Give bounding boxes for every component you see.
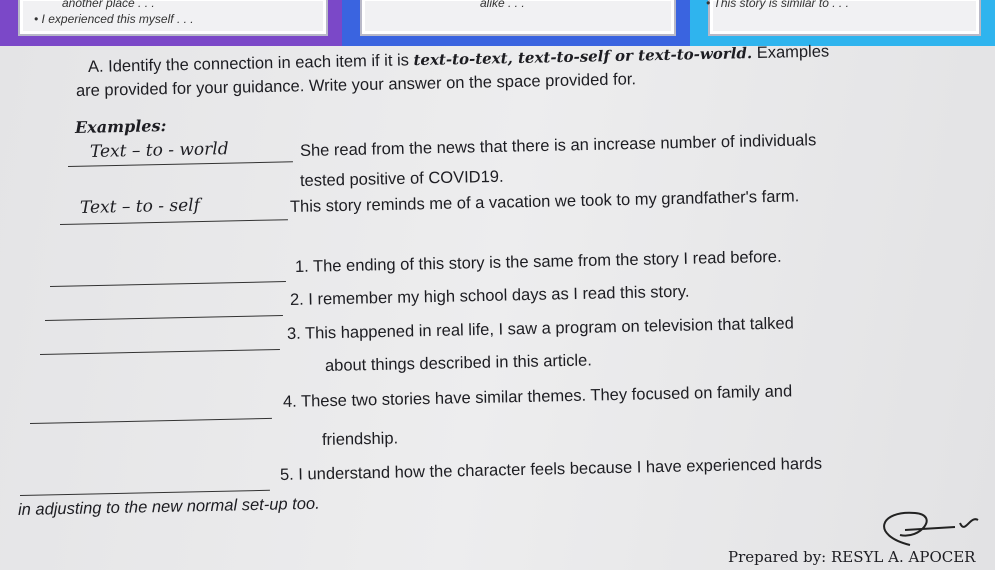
signature-icon [883, 511, 979, 546]
banner-text: • This story is similar to . . . [706, 0, 849, 10]
item-2: 2. I remember my high school days as I r… [289, 282, 690, 309]
banner-text: This story is similar to . . . [713, 0, 849, 10]
example-answer-1: Text – to - world [89, 139, 229, 162]
banner-text: I experienced this myself . . . [41, 12, 194, 26]
instruction-line-1: A. Identify the connection in each item … [88, 42, 830, 77]
examples-heading: Examples: [74, 116, 167, 137]
instruction-text: Examples [751, 42, 830, 63]
answer-field-4[interactable] [29, 417, 272, 424]
banner-cyan: • This story is similar to . . . [690, 0, 995, 46]
answer-field-2[interactable] [44, 315, 283, 321]
example-text-1-cont: tested positive of COVID19. [299, 167, 504, 190]
answer-field-3[interactable] [39, 348, 280, 355]
banner-blue: alike . . . [342, 0, 690, 46]
example-text-1: She read from the news that there is an … [299, 131, 817, 160]
item-5: 5. I understand how the character feels … [279, 454, 823, 484]
item-4-cont: friendship. [321, 429, 399, 449]
banner-text: alike . . . [480, 0, 525, 10]
answer-line [59, 219, 288, 225]
item-4: 4. These two stories have similar themes… [282, 382, 793, 411]
banner-text: another place . . . [62, 0, 155, 10]
item-1: 1. The ending of this story is the same … [294, 247, 782, 276]
answer-line [67, 161, 293, 167]
banner-purple: another place . . . • I experienced this… [0, 0, 342, 46]
banner-text: • I experienced this myself . . . [34, 12, 194, 26]
answer-field-1[interactable] [49, 281, 286, 287]
example-text-2: This story reminds me of a vacation we t… [289, 187, 800, 216]
item-3: 3. This happened in real life, I saw a p… [286, 314, 794, 343]
instruction-text: A. Identify the connection in each item … [87, 51, 414, 76]
answer-field-5[interactable] [19, 489, 270, 496]
item-5-cont: in adjusting to the new normal set-up to… [17, 494, 320, 519]
item-3-cont: about things described in this article. [324, 351, 593, 375]
prepared-by: Prepared by: RESYL A. APOCER [728, 548, 976, 566]
example-answer-2: Text – to - self [79, 195, 201, 218]
connection-types: text-to-text, text-to-self or text-to-wo… [413, 44, 753, 70]
